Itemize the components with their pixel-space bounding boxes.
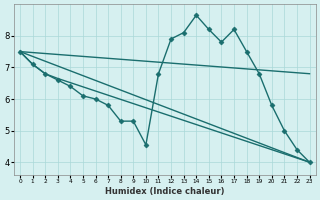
X-axis label: Humidex (Indice chaleur): Humidex (Indice chaleur) [105,187,225,196]
